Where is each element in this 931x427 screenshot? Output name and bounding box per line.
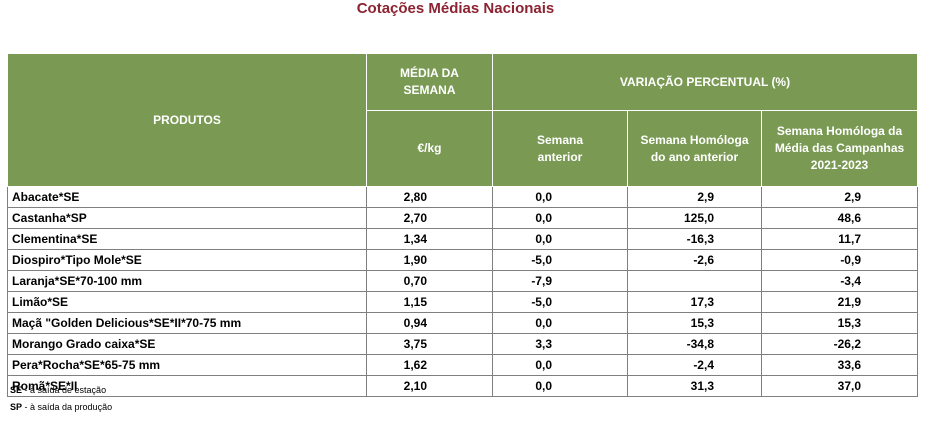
page-title: Cotações Médias Nacionais	[356, 0, 555, 17]
cell-media: 2,80	[366, 186, 493, 208]
header-campanhas-line3: 2021-2023	[810, 158, 869, 172]
cell-produto: Morango Grado caixa*SE	[7, 333, 367, 355]
cell-semana-homologa: 2,9	[627, 186, 762, 208]
cell-semana-homologa: 17,3	[627, 291, 762, 313]
table-row: Maçã "Golden Delicious*SE*II*70-75 mm 0,9…	[7, 312, 918, 334]
table-row: Laranja*SE*70-100 mm 0,70 -7,9 -3,4	[7, 270, 918, 292]
header-produtos: PRODUTOS	[7, 53, 367, 187]
header-semana-homologa-line2: do ano anterior	[650, 149, 739, 164]
cell-semana-homologa	[627, 270, 762, 292]
cell-media: 1,34	[366, 228, 493, 250]
cell-semana-homologa: -2,6	[627, 249, 762, 271]
cell-semana-anterior: -5,0	[492, 291, 628, 313]
cell-media: 1,62	[366, 354, 493, 376]
cell-semana-anterior: 0,0	[492, 312, 628, 334]
cell-produto: Limão*SE	[7, 291, 367, 313]
header-media-line1: MÉDIA DA	[400, 66, 459, 80]
cell-media: 0,94	[366, 312, 493, 334]
header-semana-homologa-line1: Semana Homóloga	[640, 132, 749, 147]
cell-campanhas: 11,7	[761, 228, 918, 250]
cell-campanhas: 2,9	[761, 186, 918, 208]
header-campanhas-line2: Média das Campanhas	[774, 141, 905, 155]
cell-semana-anterior: 0,0	[492, 228, 628, 250]
cell-semana-homologa: 15,3	[627, 312, 762, 334]
cell-media: 1,15	[366, 291, 493, 313]
cell-campanhas: 37,0	[761, 375, 918, 397]
cell-semana-homologa: -16,3	[627, 228, 762, 250]
cell-campanhas: 21,9	[761, 291, 918, 313]
table-row: Diospiro*Tipo Mole*SE 1,90 -5,0 -2,6 -0,9	[7, 249, 918, 271]
header-media-line2: SEMANA	[403, 83, 456, 97]
table-row: Castanha*SP 2,70 0,0 125,0 48,6	[7, 207, 918, 229]
cell-semana-anterior: -7,9	[492, 270, 628, 292]
cell-semana-homologa: -2,4	[627, 354, 762, 376]
cell-semana-homologa: -34,8	[627, 333, 762, 355]
cell-semana-anterior: 3,3	[492, 333, 628, 355]
cell-media: 3,75	[366, 333, 493, 355]
table-body: Abacate*SE 2,80 0,0 2,9 2,9 Castanha*SP 2,70 0,…	[7, 186, 918, 397]
header-semana-anterior: Semana anterior	[492, 110, 628, 187]
header-semana-homologa: Semana Homóloga do ano anterior	[627, 110, 762, 187]
header-campanhas-line1: Semana Homóloga da	[776, 124, 903, 138]
cell-semana-anterior: 0,0	[492, 375, 628, 397]
note-sp-text: - à saída da produção	[22, 402, 113, 412]
table-row: Romã*SE*II 2,10 0,0 31,3 37,0	[7, 375, 918, 397]
cell-produto: Romã*SE*II	[7, 375, 367, 397]
cell-produto: Castanha*SP	[7, 207, 367, 229]
note-se-abbr: SE	[10, 385, 23, 395]
cell-semana-anterior: 0,0	[492, 354, 628, 376]
table-row: Pera*Rocha*SE*65-75 mm 1,62 0,0 -2,4 33,6	[7, 354, 918, 376]
note-se-text: - à saída de estação	[22, 385, 107, 395]
cell-produto: Laranja*SE*70-100 mm	[7, 270, 367, 292]
cell-produto: Maçã "Golden Delicious*SE*II*70-75 mm	[7, 312, 367, 334]
table-row: Abacate*SE 2,80 0,0 2,9 2,9	[7, 186, 918, 208]
cell-campanhas: -26,2	[761, 333, 918, 355]
price-table: PRODUTOS MÉDIA DA SEMANA VARIAÇÃO PERCEN…	[7, 53, 918, 397]
header-semana-anterior-line1: Semana	[536, 132, 584, 147]
header-semana-anterior-line2: anterior	[537, 149, 583, 164]
cell-produto: Pera*Rocha*SE*65-75 mm	[7, 354, 367, 376]
header-campanhas: Semana Homóloga da Média das Campanhas 2…	[761, 110, 918, 187]
note-sp-abbr: SP	[10, 402, 23, 412]
header-variacao: VARIAÇÃO PERCENTUAL (%)	[492, 53, 918, 111]
cell-media: 0,70	[366, 270, 493, 292]
header-media: MÉDIA DA SEMANA	[366, 53, 493, 111]
cell-produto: Abacate*SE	[7, 186, 367, 208]
header-unit: €/kg	[366, 110, 493, 187]
cell-produto: Clementina*SE	[7, 228, 367, 250]
cell-media: 2,70	[366, 207, 493, 229]
table-row: Limão*SE 1,15 -5,0 17,3 21,9	[7, 291, 918, 313]
cell-semana-homologa: 31,3	[627, 375, 762, 397]
note-se: SE - à saída de estação	[10, 385, 112, 396]
cell-semana-anterior: 0,0	[492, 186, 628, 208]
cell-semana-homologa: 125,0	[627, 207, 762, 229]
cell-campanhas: -3,4	[761, 270, 918, 292]
cell-media: 2,10	[366, 375, 493, 397]
cell-produto: Diospiro*Tipo Mole*SE	[7, 249, 367, 271]
cell-media: 1,90	[366, 249, 493, 271]
cell-semana-anterior: 0,0	[492, 207, 628, 229]
cell-campanhas: 15,3	[761, 312, 918, 334]
cell-campanhas: -0,9	[761, 249, 918, 271]
cell-campanhas: 48,6	[761, 207, 918, 229]
note-sp: SP - à saída da produção	[10, 402, 112, 413]
table-row: Clementina*SE 1,34 0,0 -16,3 11,7	[7, 228, 918, 250]
notes: SE - à saída de estação SP - à saída da …	[10, 385, 112, 419]
cell-campanhas: 33,6	[761, 354, 918, 376]
table-row: Morango Grado caixa*SE 3,75 3,3 -34,8 -26,2	[7, 333, 918, 355]
cell-semana-anterior: -5,0	[492, 249, 628, 271]
